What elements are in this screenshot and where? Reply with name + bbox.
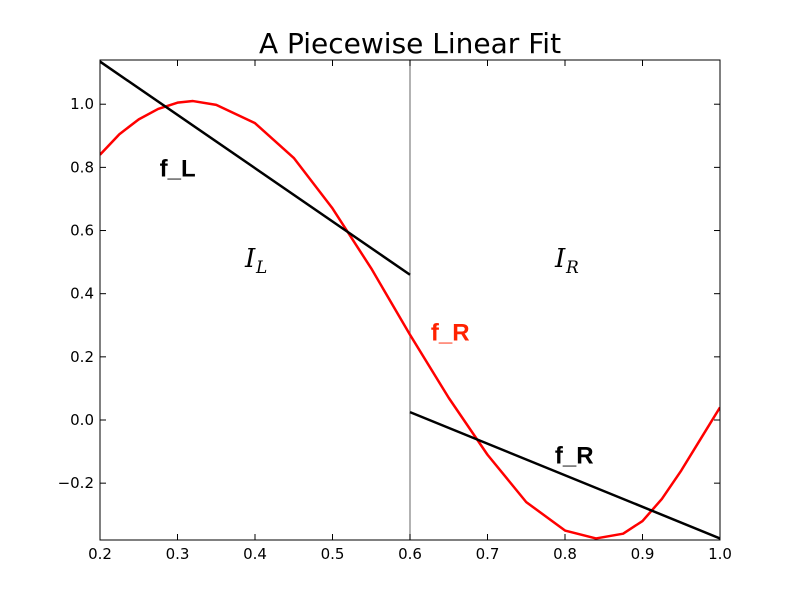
y-tick-label: 0.2	[70, 348, 94, 366]
x-tick-label: 0.4	[243, 545, 267, 563]
y-tick-label: −0.2	[58, 474, 94, 492]
region-label-subscript: R	[565, 258, 579, 278]
region-label: I	[554, 244, 566, 274]
y-tick-label: 0.4	[70, 285, 94, 303]
annotation-label: f_R	[431, 320, 470, 347]
x-tick-label: 0.5	[321, 545, 345, 563]
data-curve	[100, 99, 720, 540]
x-tick-label: 0.6	[398, 545, 422, 563]
chart-title: A Piecewise Linear Fit	[259, 27, 561, 60]
y-tick-label: 0.8	[70, 158, 94, 176]
fit-line-left	[100, 60, 411, 276]
annotation-label: f_R	[555, 443, 594, 470]
plot-frame	[99, 59, 721, 541]
region-label-subscript: L	[255, 258, 267, 278]
y-tick-label: 0.0	[70, 411, 94, 429]
x-tick-label: 1.0	[708, 545, 732, 563]
fit-line-right	[409, 410, 720, 540]
y-tick-label: 1.0	[70, 95, 94, 113]
x-tick-label: 0.2	[88, 545, 112, 563]
x-tick-label: 0.9	[631, 545, 655, 563]
region-label: I	[244, 244, 256, 274]
x-tick-label: 0.7	[476, 545, 500, 563]
annotation-label: f_L	[160, 155, 196, 182]
x-tick-label: 0.3	[166, 545, 190, 563]
y-tick-label: 0.6	[70, 222, 94, 240]
x-tick-label: 0.8	[553, 545, 577, 563]
